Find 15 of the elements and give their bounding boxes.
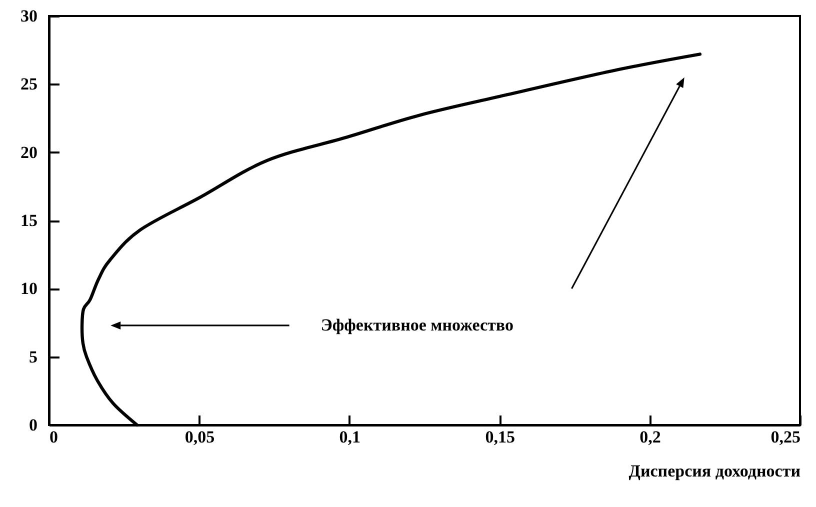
y-tick-label: 30	[20, 6, 38, 26]
x-tick-label: 0	[50, 428, 58, 446]
x-tick-label: 0,15	[485, 428, 515, 446]
y-tick-label: 10	[20, 279, 38, 298]
x-tick-label: 0,05	[184, 428, 215, 446]
y-tick-label: 25	[20, 74, 38, 94]
x-tick-label: 0,1	[339, 428, 361, 446]
annotation: Эффективное множество	[320, 315, 514, 334]
y-tick-label: 0	[29, 416, 38, 434]
y-tick-label: 15	[20, 211, 38, 230]
x-axis-title: Дисперсия доходности	[628, 462, 801, 480]
y-tick-label: 5	[29, 347, 38, 366]
y-tick-label: 20	[20, 142, 38, 162]
x-tick-label: 0,2	[640, 428, 661, 446]
x-tick-label: 0,25	[770, 428, 800, 446]
